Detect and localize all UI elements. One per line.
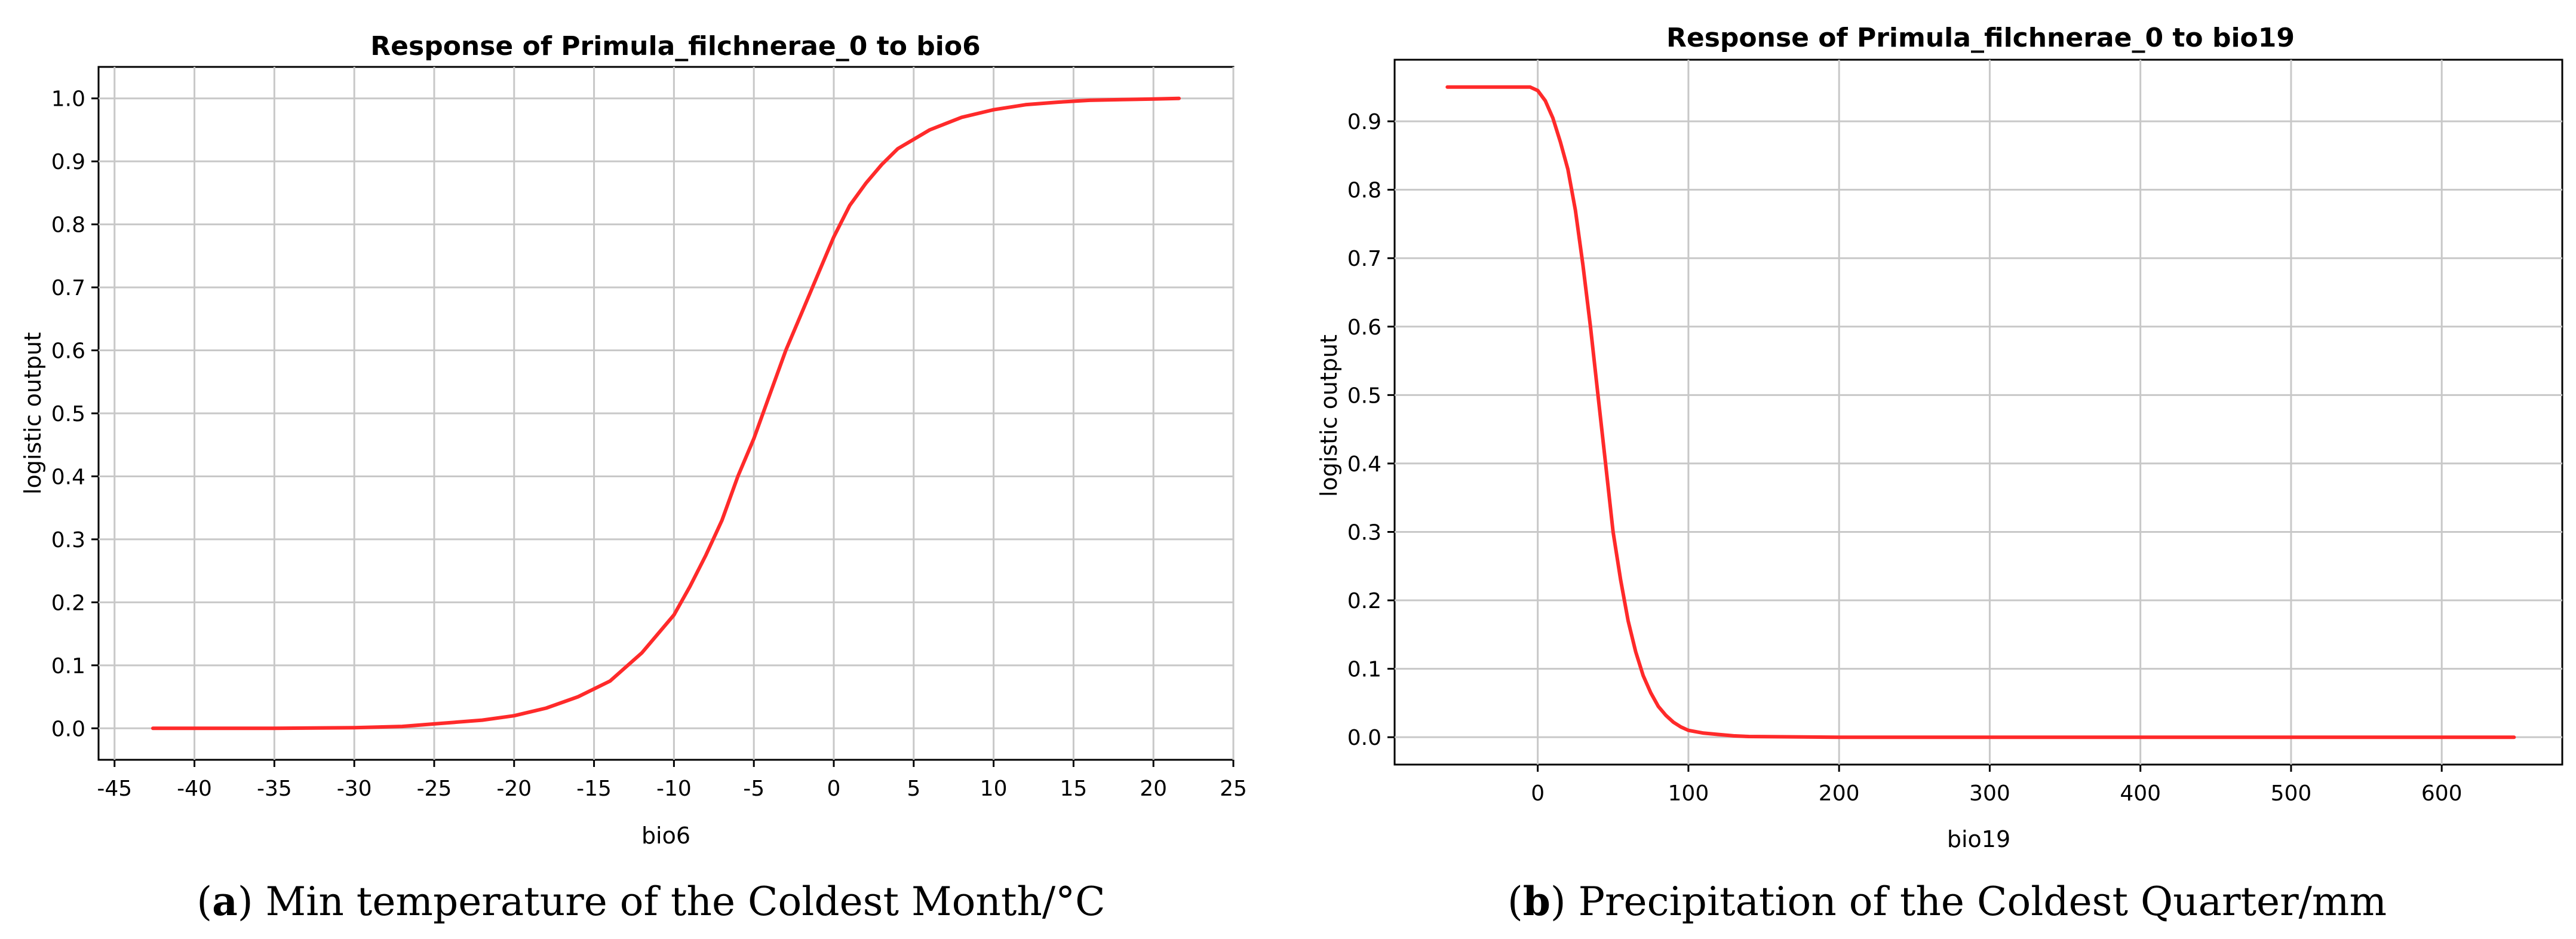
b-xtick-label: 600 [2421, 781, 2463, 806]
a-xtick-label: -5 [743, 777, 764, 801]
b-ytick-label: 0.8 [1347, 179, 1381, 203]
a-xtick-label: -25 [417, 777, 452, 801]
b-xtick-label: 100 [1668, 781, 1709, 806]
a-xtick-label: -35 [257, 777, 292, 801]
caption-b-text: Precipitation of the Coldest Quarter/mm [1578, 879, 2387, 925]
b-ytick-label: 0.9 [1347, 110, 1381, 134]
chart-a-x-ticks: -45 -40 -35 -30 -25 -20 -15 -10 -5 0 5 10 15 20 25 [97, 760, 1247, 801]
b-ytick-label: 0.2 [1347, 589, 1381, 613]
a-ytick-label: 0.2 [51, 591, 85, 615]
b-xtick-label: 400 [2120, 781, 2161, 806]
chart-a-y-ticks: 0.0 0.1 0.2 0.3 0.4 0.5 0.6 0.7 0.8 0.9 1.0 [51, 87, 99, 741]
chart-a-xlabel: bio6 [641, 823, 690, 849]
caption-a-label: a [212, 878, 238, 925]
a-xtick-label: 5 [907, 777, 920, 801]
b-xtick-label: 200 [1819, 781, 1860, 806]
b-xtick-label: 0 [1531, 781, 1545, 806]
a-xtick-label: -30 [337, 777, 372, 801]
a-xtick-label: -15 [576, 777, 612, 801]
chart-b-y-ticks: 0.0 0.1 0.2 0.3 0.4 0.5 0.6 0.7 0.8 0.9 [1347, 110, 1395, 750]
caption-a: (a) Min temperature of the Coldest Month… [196, 878, 1106, 925]
chart-b-x-ticks: 0 100 200 300 400 500 600 [1531, 765, 2463, 806]
a-ytick-label: 0.4 [51, 465, 85, 489]
b-ytick-label: 0.4 [1347, 452, 1381, 477]
b-ytick-label: 0.1 [1347, 658, 1381, 682]
chart-a-title: Response of Primula_filchnerae_0 to bio6 [370, 31, 980, 62]
b-xtick-label: 500 [2271, 781, 2312, 806]
chart-b-response-line [1445, 85, 2516, 739]
b-ytick-label: 0.5 [1347, 383, 1381, 408]
a-ytick-label: 0.7 [51, 276, 85, 300]
a-xtick-label: 0 [827, 777, 841, 801]
caption-b-label: b [1522, 878, 1550, 925]
a-ytick-label: 1.0 [51, 87, 85, 112]
b-ytick-label: 0.6 [1347, 315, 1381, 340]
a-ytick-label: 0.5 [51, 402, 85, 426]
chart-a-ylabel: logistic output [20, 332, 46, 495]
a-xtick-label: -40 [177, 777, 212, 801]
a-xtick-label: -10 [656, 777, 692, 801]
a-xtick-label: 20 [1140, 777, 1167, 801]
a-ytick-label: 0.8 [51, 213, 85, 238]
a-xtick-label: 25 [1220, 777, 1247, 801]
a-xtick-label: 15 [1060, 777, 1087, 801]
chart-b-xlabel: bio19 [1947, 826, 2010, 852]
chart-panel-b: Response of Primula_filchnerae_0 to bio1… [1316, 23, 2563, 852]
chart-b-ylabel: logistic output [1316, 335, 1342, 497]
a-ytick-label: 0.6 [51, 339, 85, 364]
chart-b-plot-area [1393, 59, 2563, 766]
a-xtick-label: -20 [496, 777, 532, 801]
a-ytick-label: 0.0 [51, 717, 85, 741]
b-ytick-label: 0.0 [1347, 726, 1381, 750]
caption-b: (b) Precipitation of the Coldest Quarter… [1507, 878, 2387, 925]
a-ytick-label: 0.9 [51, 150, 85, 174]
b-ytick-label: 0.3 [1347, 520, 1381, 545]
caption-a-text: Min temperature of the Coldest Month/°C [265, 879, 1106, 925]
a-xtick-label: 10 [980, 777, 1008, 801]
a-ytick-label: 0.3 [51, 528, 85, 553]
chart-a-response-line [151, 96, 1181, 731]
a-xtick-label: -45 [97, 777, 132, 801]
b-xtick-label: 300 [1969, 781, 2010, 806]
chart-a-grid [99, 67, 1235, 760]
a-ytick-label: 0.1 [51, 654, 85, 679]
chart-panel-a: Response of Primula_filchnerae_0 to bio6… [20, 31, 1247, 849]
chart-b-title: Response of Primula_filchnerae_0 to bio1… [1666, 23, 2295, 53]
b-ytick-label: 0.7 [1347, 247, 1381, 271]
